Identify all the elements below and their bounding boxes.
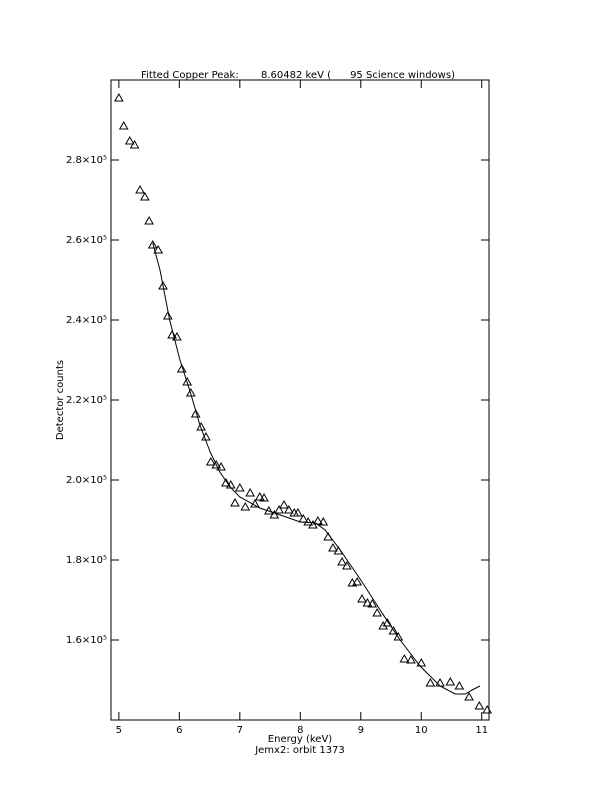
data-point	[185, 387, 196, 397]
data-point	[357, 593, 367, 603]
data-point	[269, 509, 280, 519]
data-point	[482, 704, 493, 714]
data-point	[147, 239, 158, 249]
x-tick-label: 11	[475, 725, 488, 736]
x-axis-label: Energy (keV)	[268, 734, 333, 745]
y-tick-label: 2.6×10⁵	[66, 235, 107, 246]
data-point	[240, 501, 251, 511]
y-axis-label: Detector counts	[55, 360, 66, 440]
data-point	[393, 631, 404, 641]
data-point	[416, 657, 427, 667]
data-point	[114, 92, 124, 102]
data-point	[464, 691, 474, 701]
data-point	[362, 597, 373, 607]
y-tick-label: 2.8×10⁵	[66, 155, 107, 166]
data-point	[234, 482, 245, 492]
data-point	[328, 542, 338, 552]
data-point	[176, 363, 187, 373]
data-point	[162, 310, 173, 320]
data-point	[352, 576, 363, 586]
data-point	[367, 598, 378, 608]
y-tick-label: 2.4×10⁵	[66, 315, 107, 326]
fit-line	[152, 242, 481, 695]
data-point	[254, 491, 265, 501]
data-point	[274, 504, 284, 514]
data-point	[245, 487, 255, 497]
data-point	[118, 120, 129, 130]
x-tick-label: 10	[415, 725, 428, 736]
data-point	[140, 191, 150, 201]
data-point	[399, 653, 410, 663]
x-tick-label: 9	[358, 725, 364, 736]
y-tick-label: 2.0×10⁵	[66, 475, 107, 486]
data-point	[342, 560, 352, 570]
data-point	[167, 329, 177, 339]
x-tick-label: 5	[116, 725, 122, 736]
data-point	[196, 421, 206, 431]
y-tick-label: 1.6×10⁵	[66, 635, 107, 646]
data-point	[279, 499, 289, 509]
data-point	[425, 677, 436, 687]
data-point	[382, 617, 393, 627]
data-point	[124, 135, 135, 145]
x-tick-label: 7	[237, 725, 243, 736]
data-point	[221, 477, 231, 487]
data-point	[445, 676, 456, 686]
data-point	[318, 516, 329, 526]
data-point	[158, 280, 168, 290]
data-point	[190, 408, 201, 418]
data-point	[230, 497, 240, 507]
data-point	[388, 625, 399, 635]
data-point	[172, 331, 182, 341]
data-point	[303, 516, 314, 526]
data-point	[216, 461, 226, 471]
chart-title: Fitted Copper Peak: 8.60482 keV ( 95 Sci…	[141, 70, 455, 81]
data-point	[153, 244, 164, 254]
data-point	[135, 184, 145, 194]
data-point	[337, 556, 347, 566]
data-point	[454, 680, 465, 690]
data-point	[182, 376, 193, 386]
subtitle: Jemx2: orbit 1373	[254, 745, 345, 756]
data-point	[312, 515, 323, 525]
data-point	[250, 498, 260, 508]
data-point	[211, 459, 222, 469]
data-point	[293, 507, 303, 517]
data-point	[283, 504, 294, 514]
data-point	[144, 215, 154, 225]
data-point	[129, 139, 140, 149]
x-tick-label: 6	[176, 725, 182, 736]
data-point	[205, 456, 216, 466]
x-tick-label: 8	[297, 725, 303, 736]
data-point	[372, 607, 382, 617]
data-point	[259, 492, 269, 502]
data-point	[474, 700, 485, 710]
y-tick-label: 1.8×10⁵	[66, 555, 107, 566]
data-point	[406, 654, 416, 664]
y-tick-label: 2.2×10⁵	[66, 395, 107, 406]
